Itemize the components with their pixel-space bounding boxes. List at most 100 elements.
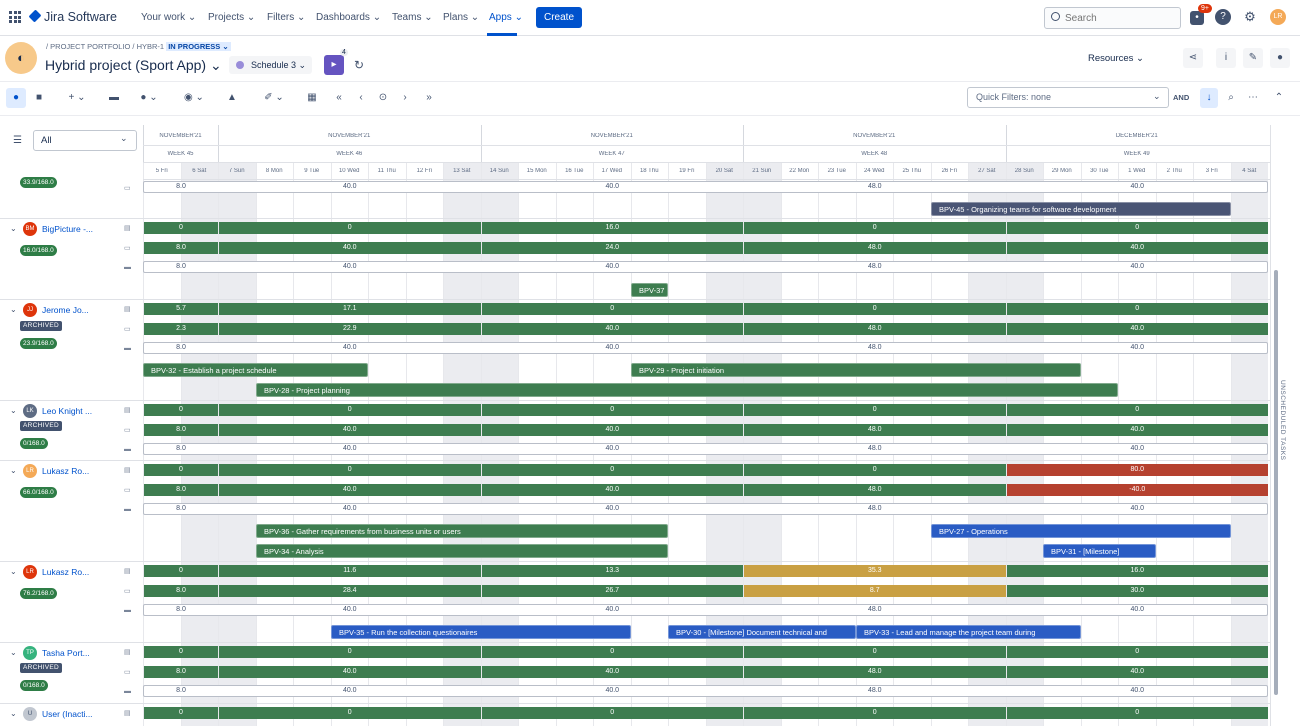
workload-segment[interactable]: 40.0: [481, 666, 743, 678]
workload-segment[interactable]: 0: [1006, 222, 1268, 234]
breadcrumb-portfolio[interactable]: / PROJECT PORTFOLIO: [46, 42, 131, 51]
workload-segment[interactable]: 8.0: [176, 505, 186, 512]
workload-segment[interactable]: 13.3: [481, 565, 743, 577]
chevron-down-icon[interactable]: ⌄: [10, 406, 17, 415]
task-bar[interactable]: BPV-45 - Organizing teams for software d…: [931, 202, 1231, 216]
workload-segment[interactable]: 40.0: [1006, 424, 1268, 436]
tools-icon[interactable]: ✎: [1243, 48, 1263, 68]
workload-segment[interactable]: 40.0: [342, 505, 357, 512]
workload-segment[interactable]: 48.0: [744, 484, 1006, 496]
workload-segment[interactable]: 40.0: [219, 666, 481, 678]
workload-segment[interactable]: 0: [744, 404, 1006, 416]
workload-segment[interactable]: 22.9: [219, 323, 481, 335]
workload-segment[interactable]: 40.0: [1130, 606, 1145, 613]
flag-button-icon[interactable]: ▸: [324, 55, 344, 75]
resource-name[interactable]: Jerome Jo...: [42, 305, 89, 315]
brand-name[interactable]: Jira Software: [44, 10, 117, 24]
workload-segment[interactable]: 0: [744, 222, 1006, 234]
workload-segment[interactable]: 0: [219, 646, 481, 658]
settings-gear-icon[interactable]: ⚙: [1244, 9, 1256, 24]
today-icon[interactable]: ⊙: [378, 92, 388, 103]
resource-name[interactable]: User (Inacti...: [42, 709, 93, 719]
workload-segment[interactable]: 0: [1006, 303, 1268, 315]
workload-segment[interactable]: 48.0: [744, 666, 1006, 678]
team-view-icon[interactable]: ■: [35, 92, 43, 103]
person-view-icon[interactable]: ●: [6, 88, 26, 108]
workload-segment[interactable]: 40.0: [342, 344, 357, 351]
workload-segment[interactable]: 40.0: [219, 484, 481, 496]
workload-segment[interactable]: 40.0: [342, 183, 357, 190]
task-bar[interactable]: BPV-32 - Establish a project schedule: [143, 363, 368, 377]
workload-segment[interactable]: 0: [744, 707, 1006, 719]
workload-segment[interactable]: 40.0: [481, 484, 743, 496]
workload-segment[interactable]: 0: [144, 404, 218, 416]
unscheduled-tasks-rail[interactable]: [1270, 125, 1300, 726]
workload-segment[interactable]: 28.4: [219, 585, 481, 597]
workload-segment[interactable]: 0: [744, 303, 1006, 315]
pin-icon[interactable]: ↓: [1200, 88, 1218, 108]
workload-segment[interactable]: 0: [144, 707, 218, 719]
workload-segment[interactable]: 40.0: [1130, 505, 1145, 512]
refresh-icon[interactable]: ↻: [354, 58, 365, 72]
workload-segment[interactable]: 0: [1006, 707, 1268, 719]
and-toggle[interactable]: AND: [1173, 93, 1190, 102]
workload-segment[interactable]: 40.0: [605, 505, 620, 512]
workload-segment[interactable]: 0: [219, 404, 481, 416]
workload-segment[interactable]: 40.0: [1006, 242, 1268, 254]
chevron-down-icon[interactable]: ⌄: [10, 709, 17, 718]
task-bar[interactable]: BPV-28 - Project planning: [256, 383, 1118, 397]
workload-segment[interactable]: 8.0: [176, 606, 186, 613]
menu-filters[interactable]: Filters ⌄: [267, 12, 306, 23]
collapse-icon[interactable]: ⌃: [1274, 92, 1284, 103]
add-icon[interactable]: + ⌄: [68, 92, 86, 103]
workload-segment[interactable]: 0: [219, 707, 481, 719]
workload-segment[interactable]: 0: [144, 464, 218, 476]
workload-segment[interactable]: 17.1: [219, 303, 481, 315]
share-icon[interactable]: ⋖: [1183, 48, 1203, 68]
workload-segment[interactable]: 40.0: [605, 183, 620, 190]
workload-segment[interactable]: 48.0: [867, 344, 882, 351]
workload-segment[interactable]: 8.0: [144, 242, 218, 254]
workload-segment[interactable]: 35.3: [744, 565, 1006, 577]
breadcrumb-key[interactable]: / HYBR-1: [132, 42, 165, 51]
workload-segment[interactable]: 0: [481, 707, 743, 719]
workload-segment[interactable]: 48.0: [867, 263, 882, 270]
resources-dropdown[interactable]: Resources ⌄: [1088, 53, 1145, 64]
workload-segment[interactable]: 0: [481, 464, 743, 476]
workload-segment[interactable]: 0: [1006, 646, 1268, 658]
workload-segment[interactable]: 26.7: [481, 585, 743, 597]
workload-segment[interactable]: 40.0: [1130, 183, 1145, 190]
more-icon[interactable]: ⋯: [1248, 92, 1258, 103]
workload-segment[interactable]: 11.6: [219, 565, 481, 577]
workload-segment[interactable]: 48.0: [867, 505, 882, 512]
group-icon[interactable]: ● ⌄: [140, 92, 158, 103]
workload-segment[interactable]: 24.0: [481, 242, 743, 254]
task-bar[interactable]: BPV-36 - Gather requirements from busine…: [256, 524, 668, 538]
workload-segment[interactable]: 40.0: [605, 445, 620, 452]
menu-projects[interactable]: Projects ⌄: [208, 12, 256, 23]
unscheduled-tasks-label[interactable]: UNSCHEDULED TASKS: [1279, 380, 1286, 461]
chevron-down-icon[interactable]: ⌄: [10, 305, 17, 314]
workload-segment[interactable]: -40.0: [1006, 484, 1268, 496]
workload-segment[interactable]: 40.0: [605, 344, 620, 351]
workload-segment[interactable]: 40.0: [1130, 445, 1145, 452]
workload-segment[interactable]: 16.0: [481, 222, 743, 234]
workload-segment[interactable]: 40.0: [605, 687, 620, 694]
workload-segment[interactable]: 40.0: [342, 606, 357, 613]
workload-segment[interactable]: 8.0: [176, 687, 186, 694]
chevron-down-icon[interactable]: ⌄: [10, 466, 17, 475]
workload-segment[interactable]: 40.0: [1006, 666, 1268, 678]
create-button[interactable]: Create: [536, 7, 582, 28]
chevron-down-icon[interactable]: ⌄: [10, 648, 17, 657]
workload-segment[interactable]: 48.0: [867, 445, 882, 452]
info-icon[interactable]: i: [1216, 48, 1236, 68]
workload-segment[interactable]: 48.0: [744, 424, 1006, 436]
menu-dashboards[interactable]: Dashboards ⌄: [316, 12, 382, 23]
list-icon[interactable]: ☰: [13, 135, 22, 146]
user-avatar[interactable]: LR: [1270, 9, 1286, 25]
zoom-icon[interactable]: ⌕: [1228, 92, 1234, 103]
task-bar[interactable]: BPV-37: [631, 283, 668, 297]
workload-segment[interactable]: 8.0: [176, 445, 186, 452]
workload-segment[interactable]: 0: [219, 222, 481, 234]
workload-segment[interactable]: 48.0: [744, 323, 1006, 335]
